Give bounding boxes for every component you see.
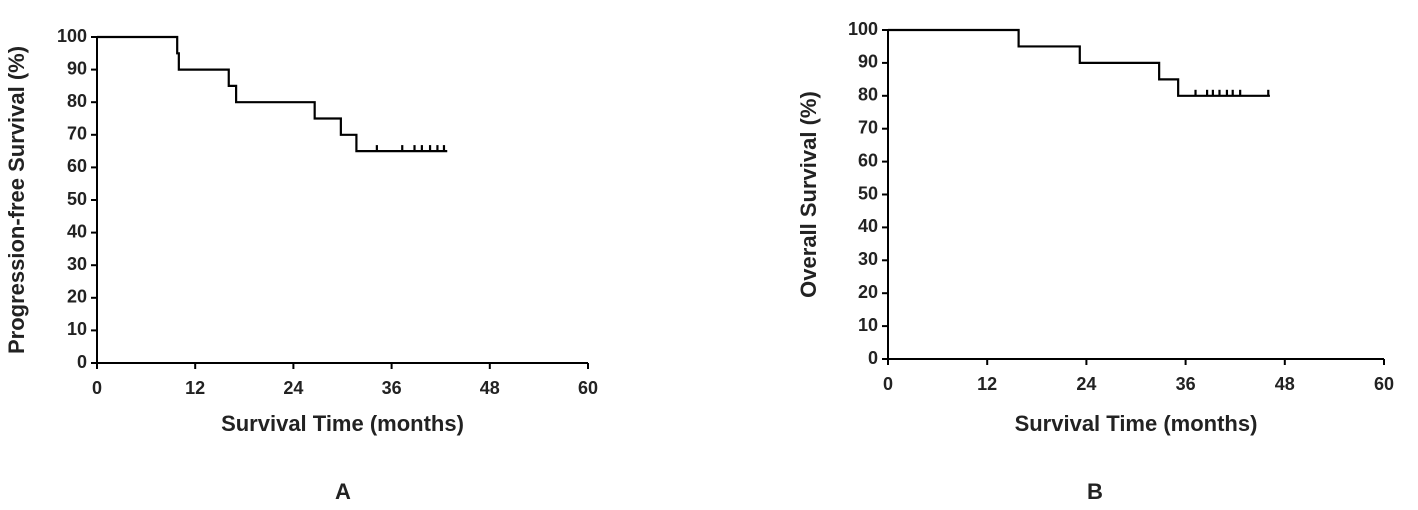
y-tick-label: 80 xyxy=(67,91,87,111)
y-tick-label: 30 xyxy=(858,249,878,269)
y-axis-title: Overall Survival (%) xyxy=(796,91,821,298)
y-tick-label: 90 xyxy=(858,52,878,72)
x-tick-label: 36 xyxy=(382,378,402,398)
y-tick-label: 0 xyxy=(77,352,87,372)
panel-label: B xyxy=(1087,479,1103,504)
y-tick-label: 10 xyxy=(858,315,878,335)
y-tick-label: 100 xyxy=(848,19,878,39)
x-tick-label: 24 xyxy=(283,378,303,398)
y-tick-label: 30 xyxy=(67,254,87,274)
y-tick-label: 80 xyxy=(858,85,878,105)
survival-curve xyxy=(888,28,1270,97)
survival-curve xyxy=(97,35,448,153)
x-tick-label: 60 xyxy=(578,378,598,398)
y-tick-label: 20 xyxy=(67,287,87,307)
x-tick-label: 0 xyxy=(92,378,102,398)
y-tick-label: 70 xyxy=(67,124,87,144)
x-tick-label: 12 xyxy=(977,374,997,394)
y-tick-label: 50 xyxy=(858,183,878,203)
x-axis-title: Survival Time (months) xyxy=(1015,411,1258,436)
y-tick-label: 70 xyxy=(858,117,878,137)
y-tick-label: 60 xyxy=(67,156,87,176)
y-tick-label: 100 xyxy=(57,26,87,46)
y-tick-label: 10 xyxy=(67,319,87,339)
y-tick-label: 50 xyxy=(67,189,87,209)
y-tick-label: 20 xyxy=(858,282,878,302)
y-tick-label: 0 xyxy=(868,348,878,368)
x-tick-label: 24 xyxy=(1076,374,1096,394)
panel-label: A xyxy=(335,479,351,504)
x-tick-label: 60 xyxy=(1374,374,1394,394)
x-axis-title: Survival Time (months) xyxy=(221,411,464,436)
y-tick-label: 40 xyxy=(858,216,878,236)
y-axis-title: Progression-free Survival (%) xyxy=(4,46,29,354)
x-tick-label: 0 xyxy=(883,374,893,394)
x-tick-label: 36 xyxy=(1176,374,1196,394)
y-tick-label: 40 xyxy=(67,221,87,241)
x-tick-label: 12 xyxy=(185,378,205,398)
x-tick-label: 48 xyxy=(1275,374,1295,394)
x-tick-label: 48 xyxy=(480,378,500,398)
y-tick-label: 60 xyxy=(858,150,878,170)
y-tick-label: 90 xyxy=(67,58,87,78)
